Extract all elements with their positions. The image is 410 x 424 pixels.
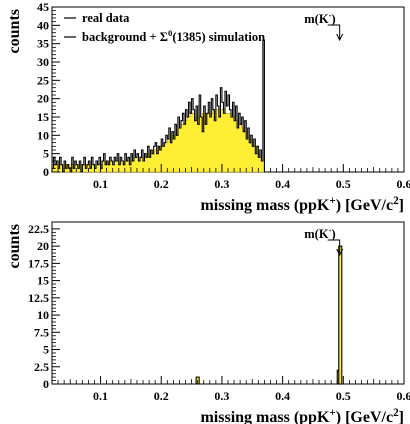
y-tick-label: 15 bbox=[37, 110, 49, 124]
real-data-histogram bbox=[51, 39, 266, 173]
arrow-head bbox=[336, 248, 344, 257]
x-axis-title-main: missing mass (ppK bbox=[200, 197, 329, 214]
y-tick-label: 5 bbox=[43, 343, 49, 357]
x-tick-label: 0.4 bbox=[275, 389, 290, 403]
x-axis-title-end: ] bbox=[399, 409, 404, 424]
y-tick-label: 40 bbox=[37, 18, 49, 32]
x-axis-title-main: missing mass (ppK bbox=[200, 409, 329, 424]
annotation-end: ) bbox=[331, 227, 335, 241]
annotation-main: m(K bbox=[304, 227, 329, 241]
y-tick-label: 45 bbox=[37, 0, 49, 14]
annotation-sup: - bbox=[329, 225, 332, 235]
y-tick-label: 0 bbox=[43, 165, 49, 179]
x-tick-label: 0.1 bbox=[93, 389, 108, 403]
y-tick-label: 10 bbox=[37, 128, 49, 142]
y-tick-label: 15 bbox=[37, 274, 49, 288]
x-axis-title-unit: ) [GeV/c bbox=[336, 409, 393, 424]
y-tick-label: 5 bbox=[43, 147, 49, 161]
y-tick-label: 7.5 bbox=[34, 325, 49, 339]
x-tick-label: 0.1 bbox=[93, 177, 108, 191]
x-axis-title-unit-sup: 2 bbox=[393, 195, 399, 207]
arrow-head bbox=[336, 33, 344, 42]
legend-entry: background + Σ0(1385) simulation bbox=[82, 28, 265, 44]
legend-label: background + Σ bbox=[82, 30, 168, 44]
annotation-label: m(K-) bbox=[304, 225, 335, 241]
x-tick-label: 0.6 bbox=[397, 389, 410, 403]
y-axis-title: counts bbox=[6, 224, 23, 268]
legend-entry: real data bbox=[82, 11, 130, 25]
x-axis-title-unit: ) [GeV/c bbox=[336, 197, 393, 214]
x-tick-label: 0.3 bbox=[214, 389, 229, 403]
y-tick-label: 10 bbox=[37, 308, 49, 322]
y-tick-label: 30 bbox=[37, 55, 49, 69]
x-axis-title: missing mass (ppK+) [GeV/c2] bbox=[200, 195, 404, 214]
y-tick-label: 25 bbox=[37, 73, 49, 87]
x-tick-label: 0.6 bbox=[397, 177, 410, 191]
legend-label-suffix: (1385) simulation bbox=[172, 30, 265, 44]
annotation-label: m(K-) bbox=[304, 10, 335, 26]
x-tick-label: 0.5 bbox=[336, 389, 351, 403]
annotation-sup: - bbox=[329, 10, 332, 20]
x-tick-label: 0.3 bbox=[214, 177, 229, 191]
y-tick-label: 12.5 bbox=[28, 291, 49, 305]
x-tick-label: 0.2 bbox=[154, 177, 169, 191]
y-axis-title: counts bbox=[6, 9, 23, 53]
y-tick-label: 22.5 bbox=[28, 222, 49, 236]
y-tick-label: 20 bbox=[37, 92, 49, 106]
x-axis-title: missing mass (ppK+) [GeV/c2] bbox=[200, 407, 404, 424]
y-tick-label: 0 bbox=[43, 377, 49, 391]
real-data-bar bbox=[338, 245, 343, 385]
annotation-end: ) bbox=[331, 12, 335, 26]
x-axis-title-end: ] bbox=[399, 197, 404, 214]
bottom-histogram-panel: 0 2.5 5 7.5 10 12.5 15 17.5 20 22.5 0.1 0.2 0.3 0.4 0.… bbox=[6, 221, 410, 424]
x-tick-label: 0.2 bbox=[154, 389, 169, 403]
annotation-arrow bbox=[327, 24, 341, 39]
annotation-main: m(K bbox=[304, 12, 329, 26]
x-axis-title-sup: + bbox=[329, 195, 335, 207]
legend-label-sup: 0 bbox=[168, 28, 173, 38]
y-tick-label: 17.5 bbox=[28, 256, 49, 270]
x-tick-label: 0.4 bbox=[275, 177, 290, 191]
y-tick-label: 2.5 bbox=[34, 360, 49, 374]
x-tick-label: 0.5 bbox=[336, 177, 351, 191]
x-axis-title-unit-sup: 2 bbox=[393, 407, 399, 419]
y-tick-label: 35 bbox=[37, 37, 49, 51]
legend-label: real data bbox=[82, 11, 130, 25]
plot-frame bbox=[51, 221, 405, 385]
annotation-arrow bbox=[327, 239, 341, 254]
y-tick-label: 20 bbox=[37, 239, 49, 253]
x-axis-title-sup: + bbox=[329, 407, 335, 419]
